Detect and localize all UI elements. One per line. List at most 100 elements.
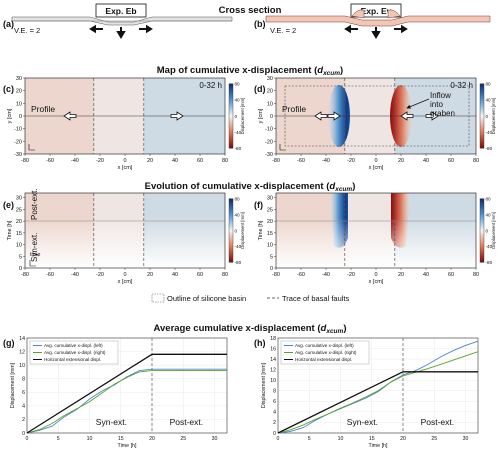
panel-g-xtick-label: 30 (212, 436, 218, 442)
panel-a-letter: (a) (3, 19, 14, 29)
panel-g-ytick-label: 6 (22, 390, 25, 396)
panel-h-ytick-label: 14 (270, 357, 276, 363)
panel-e-xtick-label: -60 (46, 272, 54, 278)
panel-g-syn-label: Syn-ext. (96, 417, 127, 427)
panel-c-time: 0-32 h (199, 81, 222, 90)
exp-eb-box (95, 3, 147, 18)
panel-c-ytick-label: 30 (16, 76, 22, 82)
evolution-title: Evolution of cumulative x-displacement (… (145, 181, 356, 193)
panel-h-xtick-label: 15 (369, 436, 375, 442)
panel-d-cb-tick-label: 40 (486, 98, 492, 103)
panel-c-ytick-label: 10 (16, 101, 22, 107)
panel-d-annot-2: into (430, 100, 443, 109)
panel-c-plot: Profile 0-32 h (24, 77, 226, 155)
panel-g-ytick-label: 14 (19, 336, 25, 342)
panel-g-ytick-label: 12 (19, 349, 25, 355)
panel-c-cb-tick-label: 80 (235, 82, 241, 87)
panel-h-xtick-label: 5 (308, 436, 311, 442)
evolution-row: Evolution of cumulative x-displacement (… (3, 181, 477, 303)
legend-basin-label: Outline of silicone basin (167, 294, 246, 303)
panel-c-cb-label: Displacement [mm] (240, 98, 245, 135)
panel-c-xtick-label: -80 (21, 158, 29, 164)
panel-d-letter: (d) (254, 84, 266, 94)
panel-g-plot: 0 2 4 6 8 10 12 14 0 5 10 15 20 25 30 Avg. cumulative x… (10, 336, 228, 449)
panel-g-xtick-label: 0 (26, 436, 29, 442)
panel-e-cb-tick-label: -40 (235, 244, 242, 249)
panel-e-cb-tick-label: 80 (235, 196, 241, 201)
panel-d-inner-left-arrow (327, 111, 341, 121)
ev-right-arrow (394, 24, 408, 34)
panel-f-cb-tick-label: 40 (486, 212, 492, 217)
panel-f-ytick-label: 30 (267, 196, 273, 202)
panel-h-ytick-label: 12 (270, 367, 276, 373)
panel-d-ylabel: y [cm] (258, 108, 264, 123)
legend-fault-label: Trace of basal faults (282, 294, 350, 303)
panel-e-xtick-label: -80 (21, 272, 29, 278)
panel-f-ytick-label: 25 (267, 207, 273, 213)
panel-h-xtick-label: 30 (463, 436, 469, 442)
panel-d-ytick-label: 0 (270, 114, 273, 120)
panel-e-xtick-label: 20 (147, 272, 153, 278)
panel-g-ytick-label: 4 (22, 404, 25, 410)
panel-e-ylabel: Time [h] (7, 220, 13, 240)
exp-eb-label: Exp. Eb (105, 6, 136, 16)
panel-d-xlabel: x [cm] (369, 165, 384, 171)
heatmap-axes: -80 -60 -40 -20 0 20 40 60 80 30 20 10 0 -10 -20 -30 x [… (7, 76, 496, 285)
panel-f-ytick-label: 15 (267, 231, 273, 237)
panel-e-post-label: Post-ext. (30, 188, 39, 220)
panel-g-legend-label: Avg. cumulative x-displ. (left) (44, 343, 103, 348)
panel-e-xtick-label: -40 (71, 272, 79, 278)
panel-d-annot-3: graben (430, 109, 455, 118)
panel-h-legend-box (280, 340, 370, 365)
eb-left-arrow (89, 24, 103, 34)
panel-h-xtick-label: 0 (277, 436, 280, 442)
panel-d-time: 0-32 h (450, 81, 473, 90)
panel-c-xtick-label: 80 (222, 158, 228, 164)
panel-h-xtick-label: 25 (431, 436, 437, 442)
line-row: Average cumulative x-displacement (dxcum… (3, 323, 479, 449)
panel-e-ytick-label: 15 (16, 231, 22, 237)
cross-section-title: Cross section (219, 5, 282, 16)
panel-h-series-right (277, 351, 479, 434)
panel-d-cb-tick-label: -80 (486, 146, 493, 151)
panel-d-ytick-label: 10 (267, 101, 273, 107)
panel-e-xtick-label: -20 (96, 272, 104, 278)
panel-g-xtick-label: 10 (87, 436, 93, 442)
panel-e-xtick-label: 60 (197, 272, 203, 278)
panel-f-cb-tick-label: 80 (486, 196, 492, 201)
panel-h-letter: (h) (254, 338, 266, 348)
panel-e-early-fade (25, 218, 225, 268)
panel-h-xtick-label: 10 (338, 436, 344, 442)
panel-f-cb-tick-label: 0 (486, 228, 489, 233)
panel-d-xtick-label: 20 (398, 158, 404, 164)
panel-h-ytick-label: 2 (273, 420, 276, 426)
panel-f-plot (275, 192, 477, 269)
panel-e-syn-label: Syn-ext. (30, 233, 39, 262)
panel-d-ytick-label: -20 (265, 139, 273, 145)
panel-e-xtick-label: 80 (222, 272, 228, 278)
panel-f-xtick-label: 20 (398, 272, 404, 278)
panel-e-ytick-label: 25 (16, 207, 22, 213)
panel-c-xtick-label: -20 (96, 158, 104, 164)
panel-g-letter: (g) (3, 338, 15, 348)
panel-h-ytick-label: 16 (270, 346, 276, 352)
eb-down-arrow (116, 27, 126, 39)
panel-h-legend-label: Avg. cumulative x-displ. (left) (295, 343, 354, 348)
panel-b-letter: (b) (254, 19, 266, 29)
panel-d-ytick-label: -10 (265, 127, 273, 133)
eb-right-arrow (139, 24, 153, 34)
panel-g-series-horizontal (26, 353, 227, 434)
panel-f-xlabel: x [cm] (369, 279, 384, 285)
exp-ev-label: Exp. Ev (361, 6, 392, 16)
panel-g-xtick-label: 5 (57, 436, 60, 442)
panel-f-xtick-label: -80 (272, 272, 280, 278)
ev-left-arrow (344, 24, 358, 34)
panel-e-cb-label: Displacement [mm] (240, 212, 245, 249)
panel-f-cb-tick-label: -80 (486, 260, 493, 265)
panel-c-letter: (c) (3, 84, 14, 94)
ev-section-shape (265, 15, 491, 27)
panel-e-cb-tick-label: 0 (235, 228, 238, 233)
panel-g-ytick-label: 0 (22, 431, 25, 437)
panel-e-plot: Post-ext. Syn-ext. time (24, 188, 226, 269)
panel-f-xtick-label: -60 (297, 272, 305, 278)
